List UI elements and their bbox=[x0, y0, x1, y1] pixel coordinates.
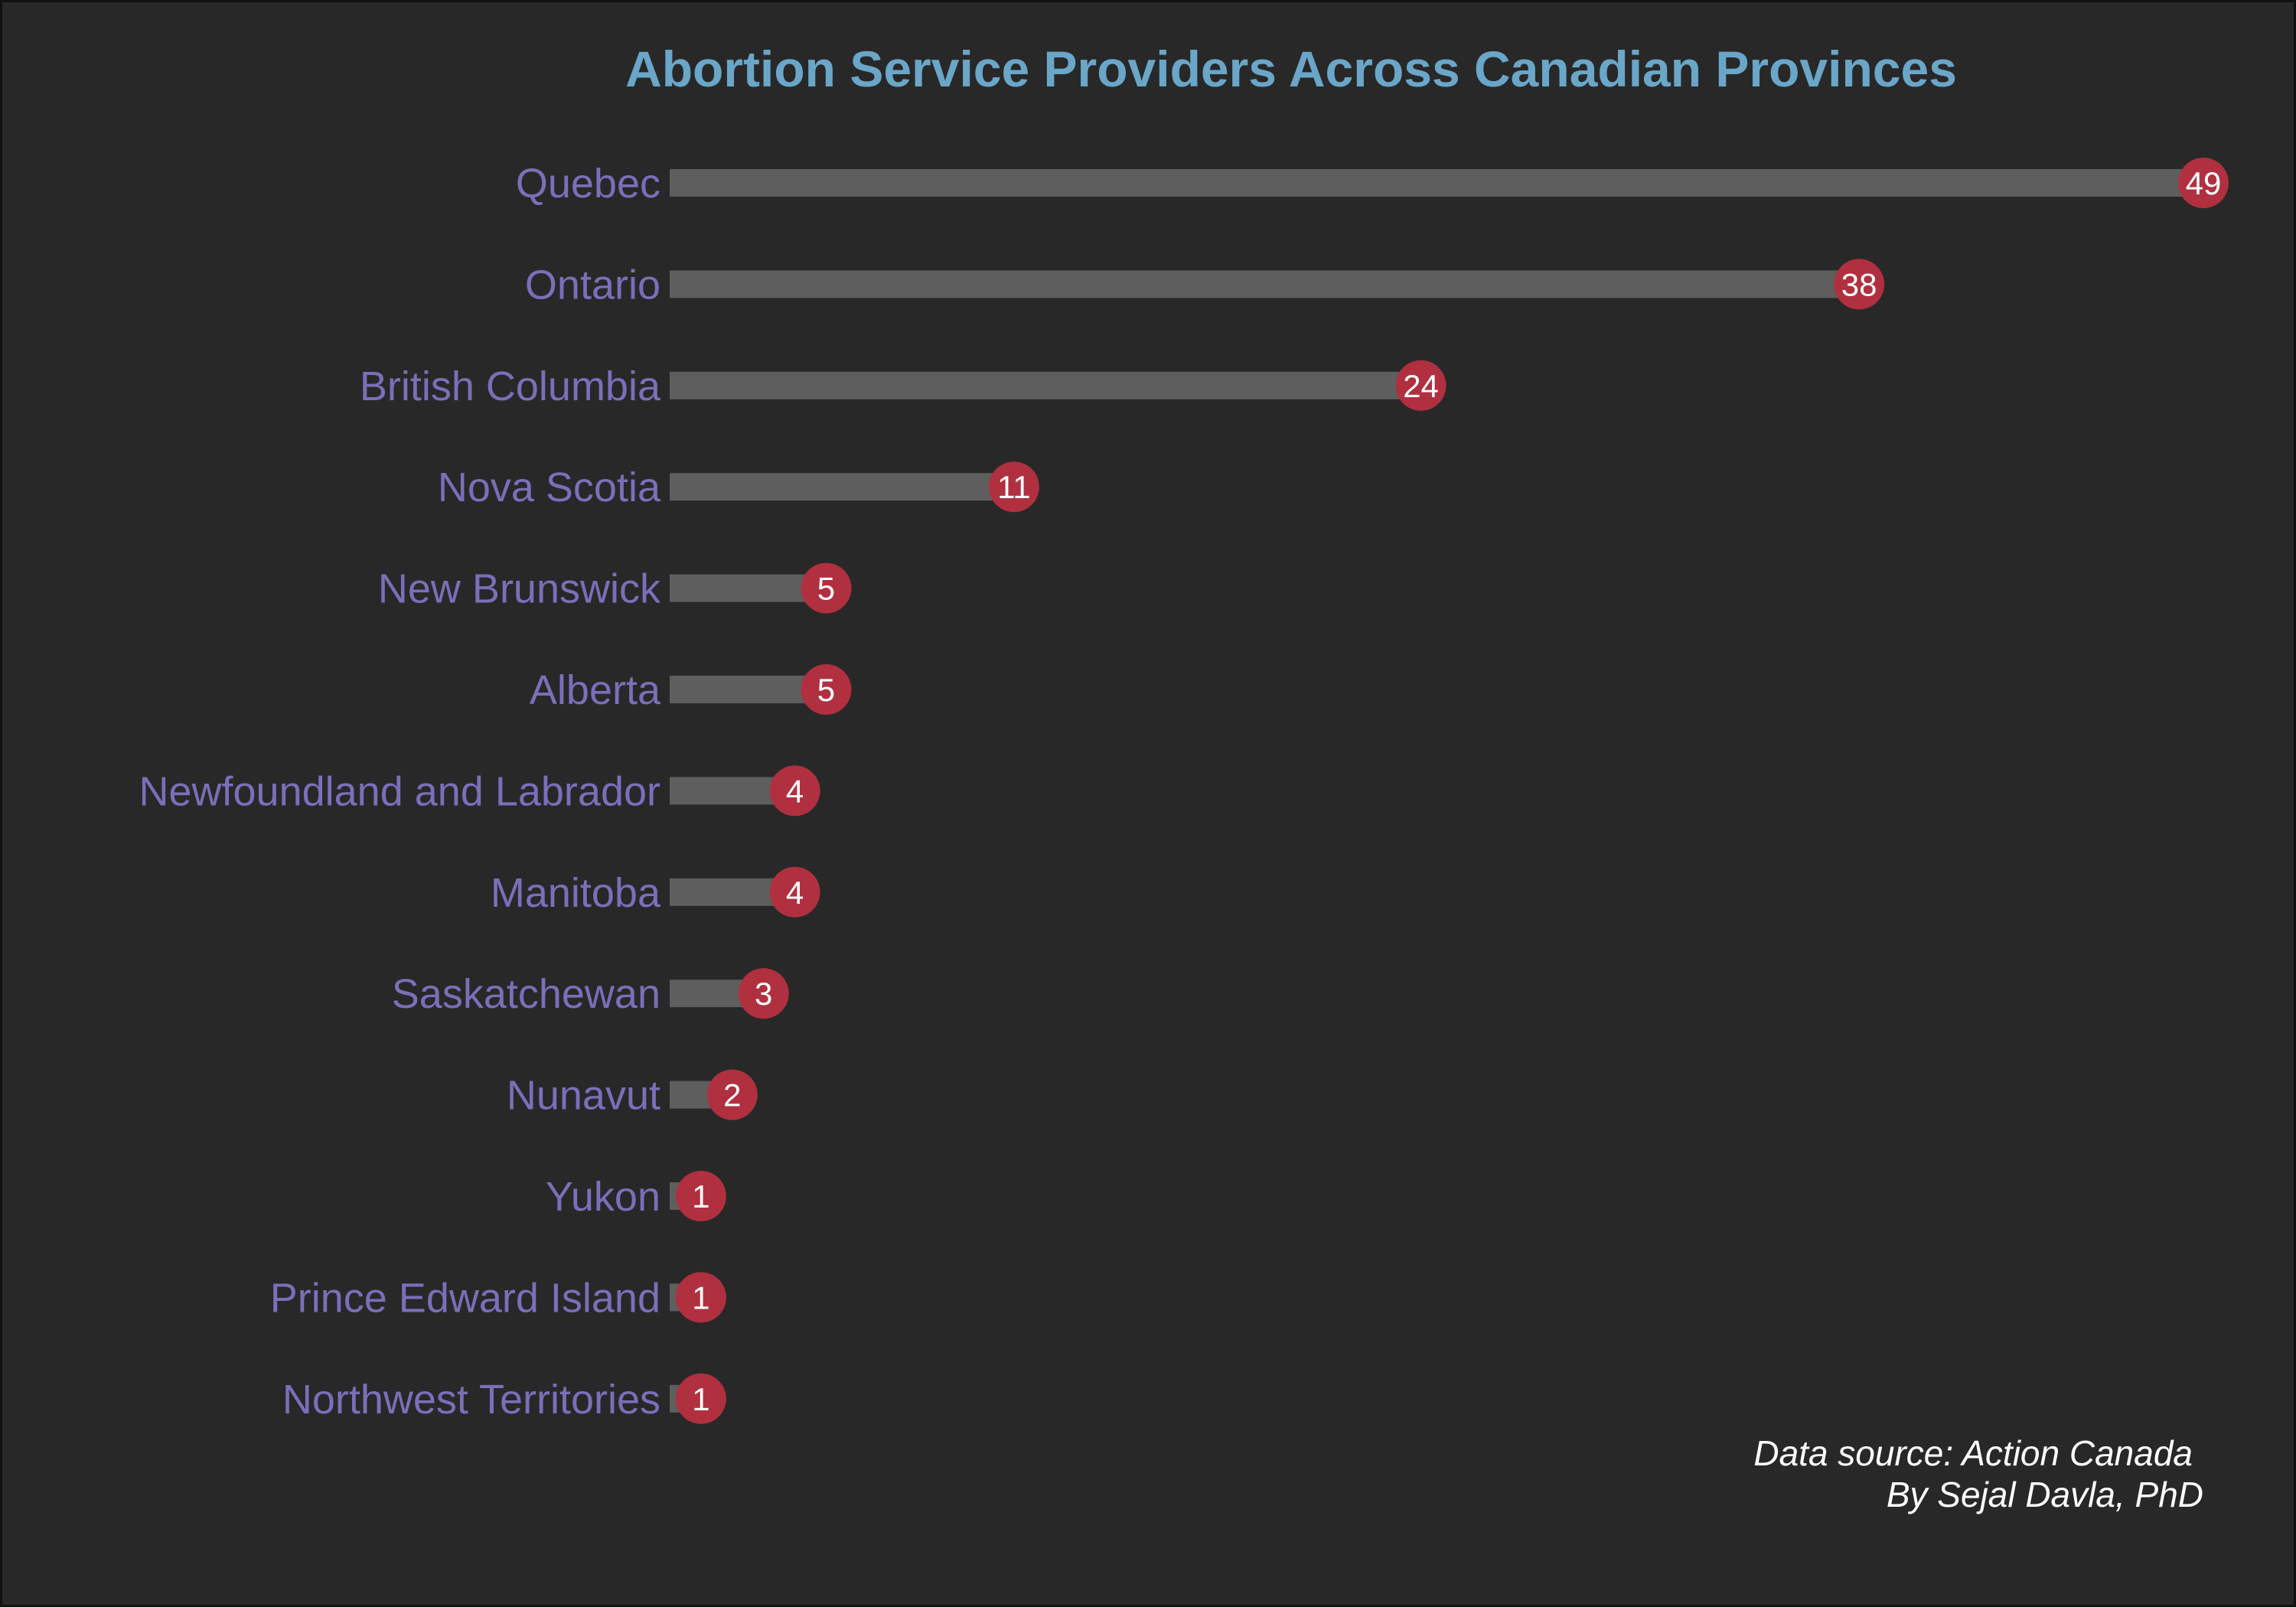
value-label: 1 bbox=[692, 1178, 709, 1214]
value-label: 4 bbox=[786, 773, 804, 809]
category-label: Saskatchewan bbox=[392, 971, 660, 1017]
category-labels: Quebec Ontario British Columbia Nova Scotia… bbox=[139, 161, 661, 1423]
value-label: 2 bbox=[723, 1077, 741, 1113]
value-dot bbox=[801, 664, 852, 715]
bars-layer bbox=[670, 169, 2203, 1413]
value-dot bbox=[738, 968, 789, 1019]
value-dot bbox=[2178, 158, 2229, 208]
category-label: Northwest Territories bbox=[282, 1377, 660, 1423]
category-label: Nunavut bbox=[507, 1073, 660, 1119]
value-dot bbox=[988, 461, 1039, 513]
category-label: Manitoba bbox=[491, 870, 661, 916]
category-label: Prince Edward Island bbox=[270, 1275, 660, 1321]
value-label: 24 bbox=[1403, 368, 1439, 404]
value-label: 3 bbox=[755, 976, 772, 1012]
category-label: Yukon bbox=[546, 1174, 660, 1220]
category-label: Newfoundland and Labrador bbox=[139, 768, 660, 814]
value-label: 38 bbox=[1841, 266, 1877, 302]
value-dot bbox=[1834, 259, 1885, 310]
value-dot bbox=[801, 562, 852, 614]
category-label: New Brunswick bbox=[378, 566, 661, 612]
category-label: British Columbia bbox=[360, 363, 661, 409]
bar bbox=[670, 676, 827, 703]
bar bbox=[670, 473, 1014, 501]
bar bbox=[670, 371, 1421, 399]
bar bbox=[670, 270, 1860, 298]
value-dot bbox=[769, 765, 820, 817]
value-label: 1 bbox=[692, 1381, 709, 1417]
bar bbox=[670, 169, 2203, 197]
caption: Data source: Action Canada By Sejal Davl… bbox=[1753, 1433, 2203, 1514]
value-label: 49 bbox=[2186, 165, 2222, 201]
category-label: Ontario bbox=[525, 262, 660, 308]
value-dot bbox=[675, 1272, 726, 1323]
caption-source: Data source: Action Canada bbox=[1753, 1433, 2193, 1473]
value-label: 11 bbox=[997, 469, 1031, 505]
category-label: Quebec bbox=[516, 161, 660, 207]
value-label: 1 bbox=[692, 1279, 709, 1315]
value-dot bbox=[1395, 360, 1446, 411]
chart-title: Abortion Service Providers Across Canadi… bbox=[625, 41, 1957, 97]
value-label: 5 bbox=[817, 571, 835, 607]
bar bbox=[670, 574, 827, 602]
category-label: Nova Scotia bbox=[438, 464, 661, 510]
value-dot bbox=[675, 1171, 726, 1221]
category-label: Alberta bbox=[530, 667, 661, 713]
value-label: 5 bbox=[817, 672, 835, 708]
value-dot bbox=[675, 1373, 726, 1424]
caption-author: By Sejal Davla, PhD bbox=[1887, 1475, 2203, 1514]
value-dot bbox=[769, 866, 820, 918]
value-dot bbox=[706, 1069, 758, 1120]
value-label: 4 bbox=[786, 875, 804, 911]
